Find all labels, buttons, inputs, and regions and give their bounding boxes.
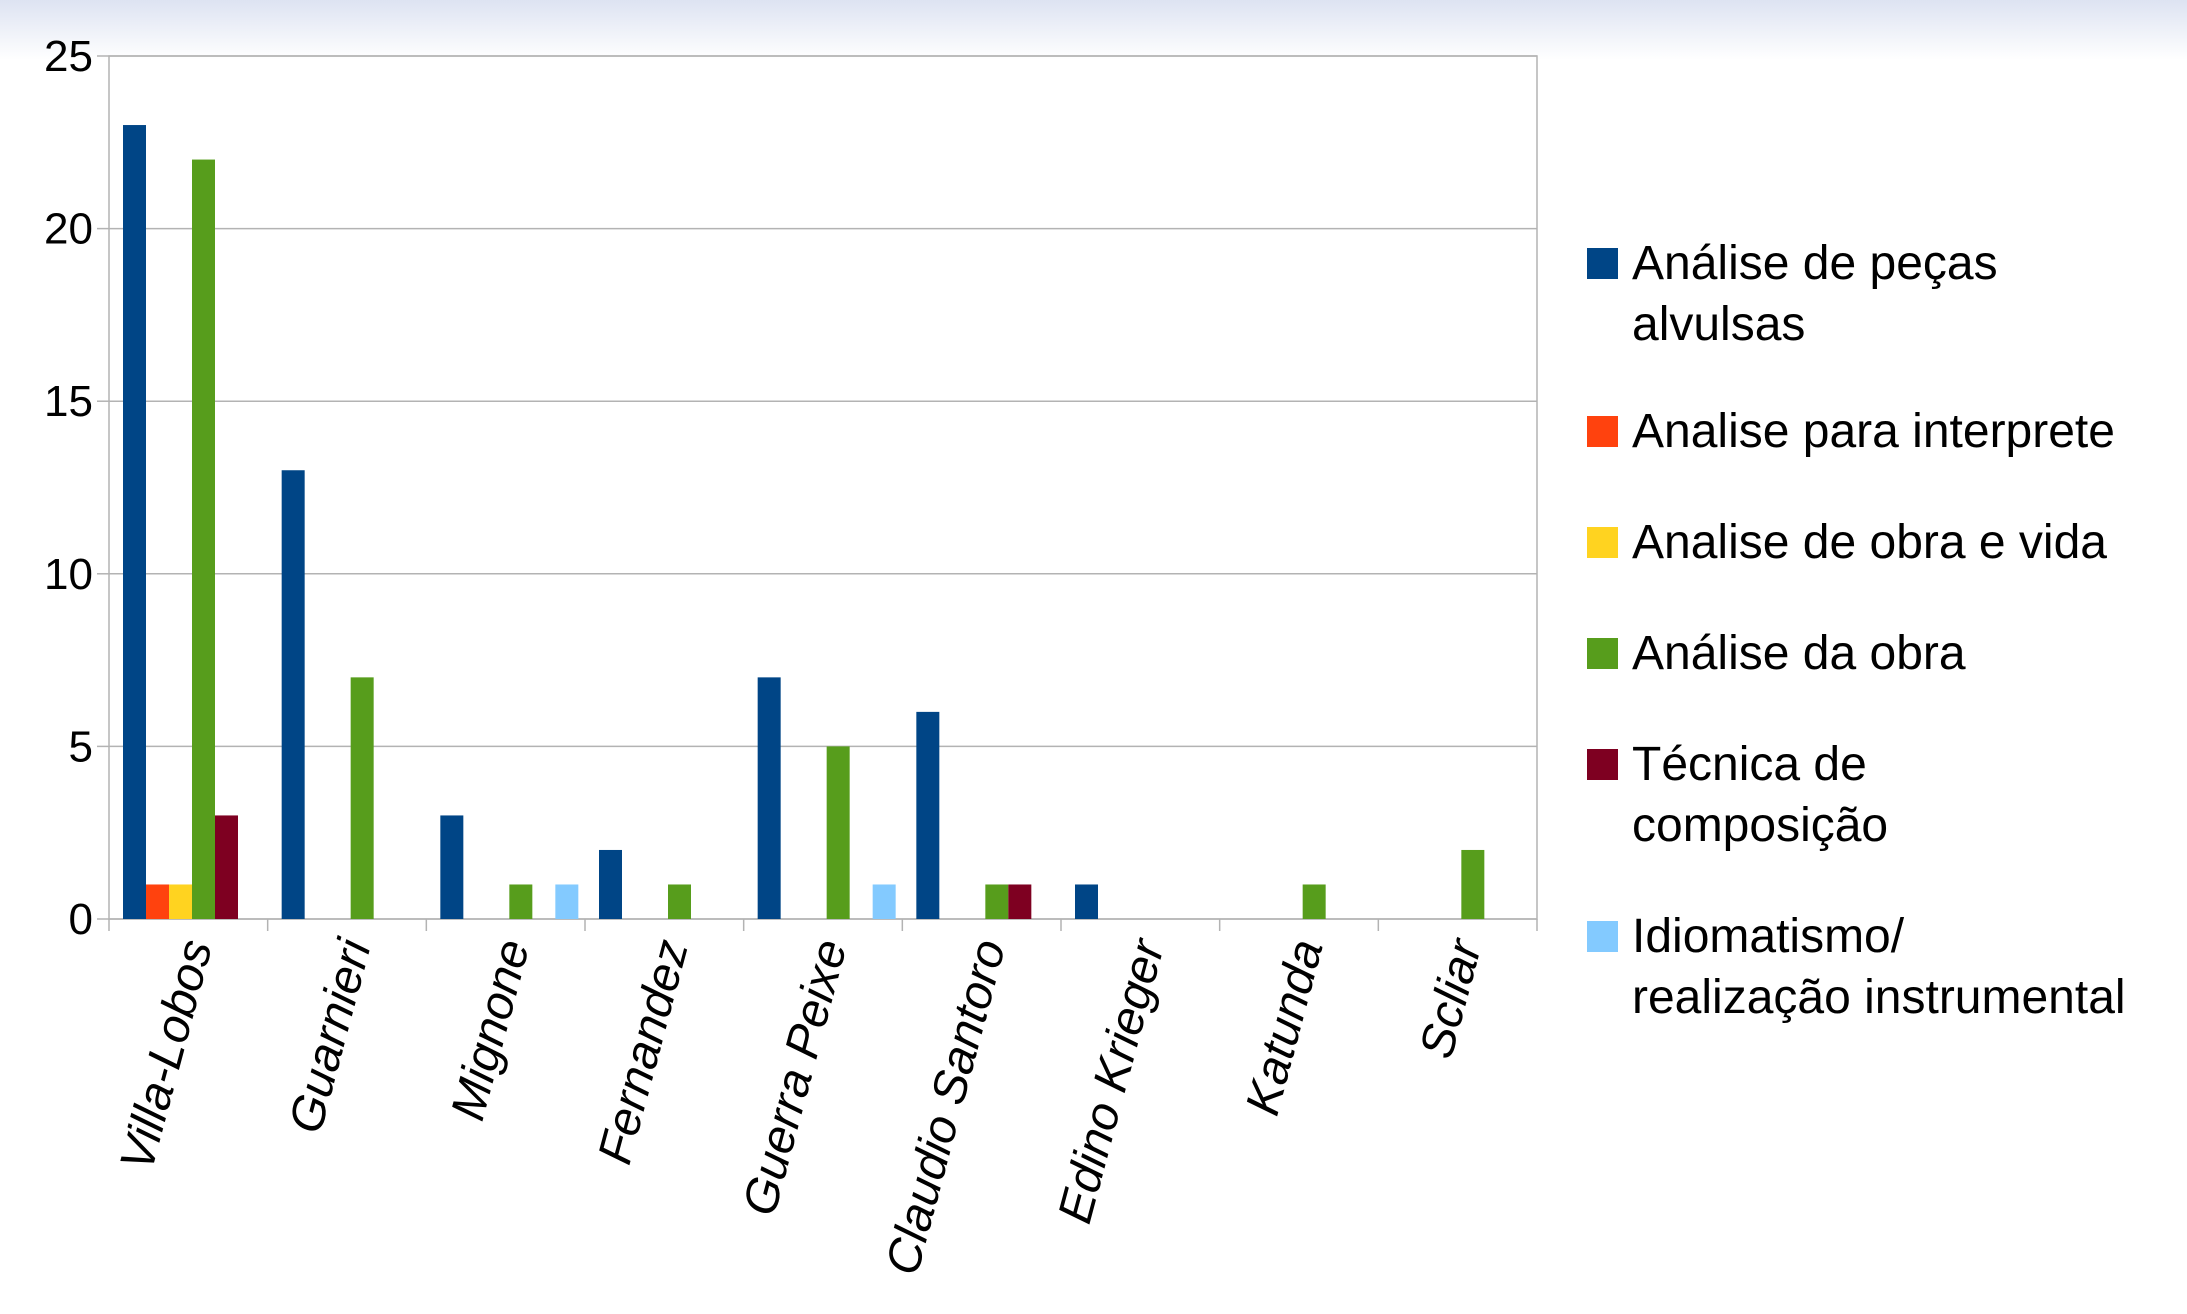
gridlines <box>108 55 1538 920</box>
axes: 0 5 10 15 20 25 Villa-Lobos Guarnieri Mignone Fer… <box>44 32 1538 1280</box>
bar <box>757 677 781 919</box>
bar <box>916 711 940 919</box>
bar <box>169 884 192 919</box>
legend: Análise de peças alvulsas Analise para int… <box>1587 237 2126 1024</box>
bar <box>1302 884 1326 919</box>
legend-swatch <box>1587 416 1618 447</box>
legend-swatch <box>1587 527 1618 558</box>
legend-label: Analise para interprete <box>1632 405 2115 458</box>
legend-label: Análise de peças <box>1632 237 1998 290</box>
bars <box>123 125 1485 920</box>
y-tick-label: 10 <box>44 550 93 599</box>
legend-swatch <box>1587 248 1618 279</box>
y-tick-label: 25 <box>44 32 93 81</box>
bar <box>350 677 374 919</box>
legend-swatch <box>1587 638 1618 669</box>
y-tick-label: 0 <box>69 895 93 944</box>
bar <box>281 470 305 919</box>
x-tick-label: Guarnieri <box>279 933 382 1139</box>
y-tick-label: 15 <box>44 377 93 426</box>
x-tick-label: Scliar <box>1410 932 1493 1064</box>
legend-label: alvulsas <box>1632 298 1805 351</box>
x-tick-label: Mignone <box>441 934 540 1126</box>
legend-label: Idiomatismo/ <box>1632 910 1905 963</box>
bar <box>985 884 1009 919</box>
legend-label: Técnica de <box>1632 738 1867 791</box>
bar <box>668 884 691 919</box>
bar <box>215 815 238 919</box>
bar <box>1461 849 1485 919</box>
y-tick-label: 20 <box>44 205 93 254</box>
legend-label: Analise de obra e vida <box>1632 516 2107 569</box>
bar <box>440 815 464 919</box>
x-tick-label: Guerra Peixe <box>733 934 857 1221</box>
legend-label: Análise da obra <box>1632 627 1966 680</box>
bar <box>123 125 146 920</box>
bar <box>146 884 169 919</box>
legend-label: realização instrumental <box>1632 971 2126 1024</box>
bar <box>826 746 850 919</box>
x-tick-label: Katunda <box>1236 934 1333 1120</box>
bar <box>1075 884 1098 919</box>
plot-frame <box>108 55 1538 920</box>
legend-swatch <box>1587 921 1618 952</box>
y-tick-label: 5 <box>69 722 93 771</box>
legend-swatch <box>1587 749 1618 780</box>
bar <box>599 849 622 919</box>
x-tick-label: Edino Krieger <box>1048 932 1175 1229</box>
x-tick-label: Fernandez <box>588 934 699 1169</box>
bar <box>872 884 896 919</box>
x-tick-label: Claudio Santoro <box>876 934 1016 1280</box>
bar <box>1008 884 1032 919</box>
bar <box>555 884 579 919</box>
x-tick-label: Villa-Lobos <box>111 934 223 1176</box>
bar <box>192 159 215 919</box>
legend-label: composição <box>1632 799 1888 852</box>
bar <box>509 884 533 919</box>
